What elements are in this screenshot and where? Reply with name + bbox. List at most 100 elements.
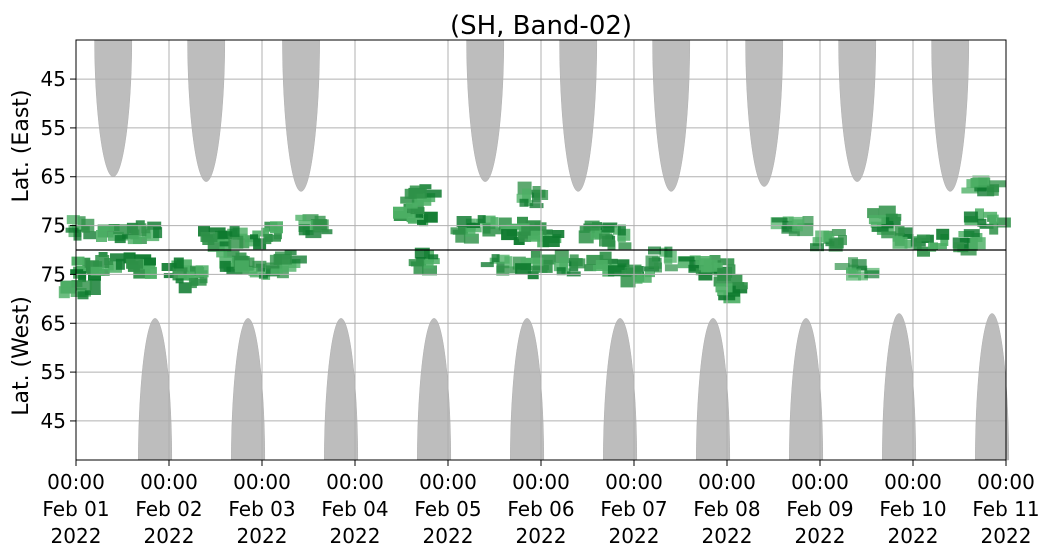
green-cell (571, 258, 586, 269)
x-tick-year: 2022 (330, 524, 381, 548)
green-cell (115, 258, 125, 270)
green-cell (104, 258, 114, 265)
x-tick-date: Feb 01 (42, 497, 109, 521)
green-cell (848, 257, 858, 268)
chart-title: (SH, Band-02) (450, 11, 632, 41)
green-cell (689, 255, 701, 262)
green-cell (959, 237, 971, 243)
green-cell (480, 262, 494, 268)
green-patch (963, 208, 1011, 235)
green-cell (422, 265, 437, 276)
green-cell (599, 233, 612, 247)
green-cell (60, 281, 77, 288)
green-cell (561, 268, 571, 275)
green-cell (977, 218, 987, 227)
y-tick-label: 45 (41, 409, 66, 433)
green-cell (590, 227, 601, 240)
green-cell (782, 220, 794, 232)
green-patch (584, 251, 630, 277)
green-cell (552, 230, 565, 238)
green-cell (200, 232, 218, 242)
green-cell (413, 261, 424, 275)
x-tick-time: 00:00 (140, 470, 198, 494)
green-cell (98, 252, 108, 257)
y-tick-label: 55 (41, 116, 66, 140)
green-cell (917, 246, 930, 257)
green-cell (953, 242, 965, 253)
green-cell (989, 214, 999, 224)
green-cell (969, 237, 986, 250)
green-cell (477, 215, 486, 224)
green-cell (496, 265, 510, 276)
green-cell (219, 241, 230, 247)
green-cell (617, 259, 630, 268)
green-cell (229, 225, 240, 237)
green-patch (127, 220, 163, 245)
green-cell (239, 238, 250, 249)
green-cell (134, 254, 152, 260)
green-cell (632, 271, 643, 284)
green-cell (519, 198, 529, 207)
x-tick-year: 2022 (516, 524, 567, 548)
green-cell (871, 226, 889, 232)
x-tick-year: 2022 (981, 524, 1032, 548)
gray-region (417, 318, 452, 461)
green-cell (244, 237, 260, 247)
y-tick-label: 75 (41, 262, 66, 286)
y-tick-label: 65 (41, 311, 66, 335)
green-cell (556, 267, 566, 276)
x-tick-year: 2022 (888, 524, 939, 548)
x-tick-date: Feb 05 (414, 497, 481, 521)
green-cell (424, 189, 442, 198)
x-tick-time: 00:00 (233, 470, 291, 494)
green-patch (952, 229, 986, 256)
green-cell (88, 272, 101, 281)
green-cell (455, 229, 466, 243)
green-patch (913, 228, 950, 257)
green-cell (846, 267, 857, 274)
green-cell (70, 269, 84, 275)
green-cell (913, 237, 922, 251)
green-cell (522, 188, 532, 201)
gray-region (696, 318, 731, 461)
green-cell (456, 216, 472, 227)
green-cell (495, 227, 504, 235)
green-patch (408, 247, 440, 276)
green-cell (305, 230, 322, 239)
green-cell (986, 185, 999, 196)
green-cell (66, 215, 80, 225)
gray-region (745, 39, 784, 187)
green-patch (834, 257, 880, 281)
green-patch (175, 265, 209, 294)
green-cell (76, 280, 93, 291)
gray-region (510, 318, 545, 461)
green-cell (867, 208, 880, 219)
green-patch (516, 181, 549, 209)
gray-region (931, 39, 970, 192)
green-cell (940, 234, 949, 246)
gray-region (466, 39, 505, 182)
green-cell (403, 203, 413, 217)
green-cell (989, 221, 999, 235)
green-cell (963, 211, 978, 223)
green-cell (532, 257, 544, 267)
green-cell (612, 225, 621, 235)
west-panel (58, 246, 1010, 461)
green-cell (77, 291, 89, 300)
x-tick-time: 00:00 (605, 470, 663, 494)
green-cell (81, 225, 90, 233)
green-cell (261, 227, 270, 237)
x-tick-time: 00:00 (419, 470, 477, 494)
y-tick-label: 55 (41, 360, 66, 384)
gray-region (975, 313, 1010, 461)
green-cell (894, 225, 905, 236)
x-tick-date: Feb 02 (135, 497, 202, 521)
green-patch (400, 184, 442, 213)
green-cell (250, 234, 258, 240)
green-cell (428, 254, 439, 260)
green-cell (566, 271, 581, 277)
green-cell (659, 247, 668, 257)
green-cell (90, 266, 105, 276)
green-patch (553, 250, 586, 277)
green-cell (491, 254, 500, 263)
